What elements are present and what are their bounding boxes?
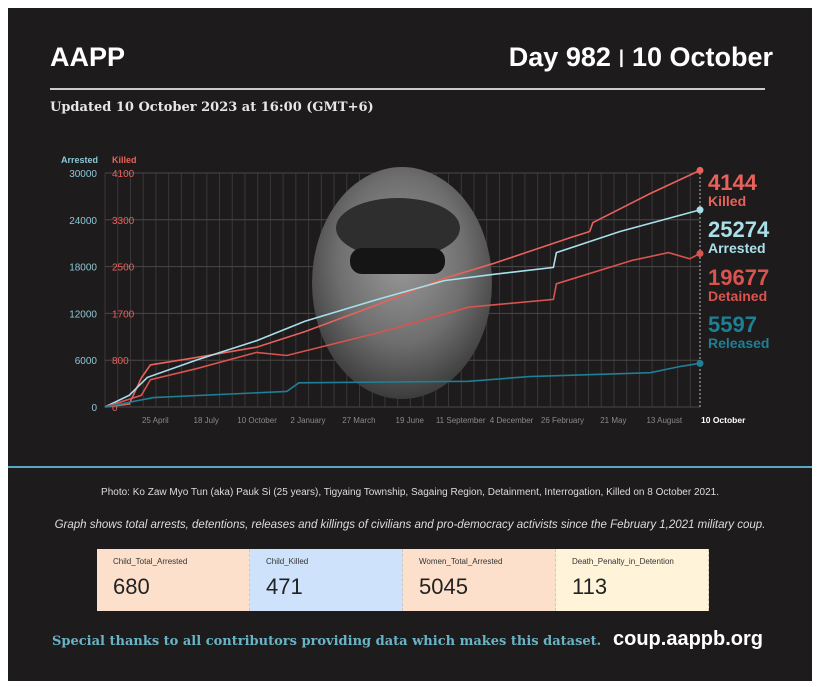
stat-value: 113 <box>572 574 608 599</box>
stat-card-death-penalty: Death_Penalty_in_Detention 113 <box>556 549 709 611</box>
series-endpoint-killed <box>696 166 704 174</box>
series-label-released: Released <box>708 335 769 351</box>
series-endpoint-arrested <box>696 206 704 214</box>
series-line-arrested <box>104 209 701 408</box>
photo-hat <box>336 198 460 258</box>
axis-label-arrested: Arrested <box>61 155 98 165</box>
x-tick-label: 27 March <box>342 416 375 425</box>
photo-sunglasses <box>350 248 445 274</box>
updated-timestamp: Updated 10 October 2023 at 16:00 (GMT+6) <box>50 100 374 115</box>
website-link[interactable]: coup.aappb.org <box>613 628 763 650</box>
day-count: Day 982 <box>508 42 611 72</box>
separator: | <box>618 47 624 67</box>
y-tick-killed: 4100 <box>112 169 135 180</box>
x-tick-label: 2 January <box>290 416 325 425</box>
header-rule <box>50 88 765 90</box>
series-label-killed: Killed <box>708 193 746 209</box>
stat-cards: Child_Total_Arrested 680 Child_Killed 471 … <box>97 549 709 611</box>
stat-card-child-arrested: Child_Total_Arrested 680 <box>97 549 250 611</box>
stat-label: Women_Total_Arrested <box>419 557 503 566</box>
series-label-detained: Detained <box>708 288 767 304</box>
stat-label: Child_Killed <box>266 557 309 566</box>
x-tick-label: 4 December <box>490 416 534 425</box>
axis-label-killed: Killed <box>112 155 137 165</box>
photo-caption: Photo: Ko Zaw Myo Tun (aka) Pauk Si (25 … <box>101 487 719 498</box>
section-divider <box>8 466 812 468</box>
x-tick-label: 11 September <box>436 416 486 425</box>
series-line-detained <box>104 251 701 408</box>
y-tick-arrested: 12000 <box>69 309 97 320</box>
y-tick-killed: 1700 <box>112 309 135 320</box>
series-line-released <box>104 362 701 408</box>
series-line-killed <box>104 169 701 408</box>
y-tick-arrested: 6000 <box>75 356 98 367</box>
stat-card-child-killed: Child_Killed 471 <box>250 549 403 611</box>
stat-label: Death_Penalty_in_Detention <box>572 557 674 566</box>
line-chart: 0 0 6000 800 12000 1700 18000 2500 24000 3300 3000… <box>61 155 770 425</box>
series-endpoint-released <box>696 359 704 367</box>
y-tick-killed: 800 <box>112 356 129 367</box>
series-value-detained: 19677 <box>708 265 769 290</box>
stat-card-women-arrested: Women_Total_Arrested 5045 <box>403 549 556 611</box>
day-date-heading: Day 982 | 10 October <box>509 42 773 73</box>
stat-value: 5045 <box>419 574 468 599</box>
series-endpoint-detained <box>696 250 704 258</box>
x-tick-label: 10 October <box>701 415 746 425</box>
x-tick-label: 25 April <box>142 416 169 425</box>
x-tick-label: 26 February <box>541 416 584 425</box>
thanks-note: Special thanks to all contributors provi… <box>52 634 602 649</box>
stat-value: 680 <box>113 574 150 599</box>
brand-title: AAPP <box>50 42 126 72</box>
date: 10 October <box>631 42 773 72</box>
series-value-released: 5597 <box>708 312 757 337</box>
x-tick-label: 21 May <box>600 416 626 425</box>
x-tick-label: 10 October <box>237 416 277 425</box>
y-tick-killed: 0 <box>112 403 118 414</box>
stat-value: 471 <box>266 574 303 599</box>
graph-caption: Graph shows total arrests, detentions, r… <box>54 519 766 531</box>
series-value-killed: 4144 <box>708 170 758 195</box>
series-label-arrested: Arrested <box>708 240 766 256</box>
x-tick-label: 19 June <box>396 416 425 425</box>
y-tick-arrested: 0 <box>91 403 97 414</box>
x-tick-label: 18 July <box>194 416 219 425</box>
y-tick-killed: 2500 <box>112 263 135 274</box>
x-tick-label: 13 August <box>646 416 682 425</box>
y-tick-killed: 3300 <box>112 216 135 227</box>
y-tick-arrested: 18000 <box>69 263 97 274</box>
stat-label: Child_Total_Arrested <box>113 557 188 566</box>
y-tick-arrested: 24000 <box>69 216 97 227</box>
y-tick-arrested: 30000 <box>69 169 97 180</box>
series-value-arrested: 25274 <box>708 217 770 242</box>
